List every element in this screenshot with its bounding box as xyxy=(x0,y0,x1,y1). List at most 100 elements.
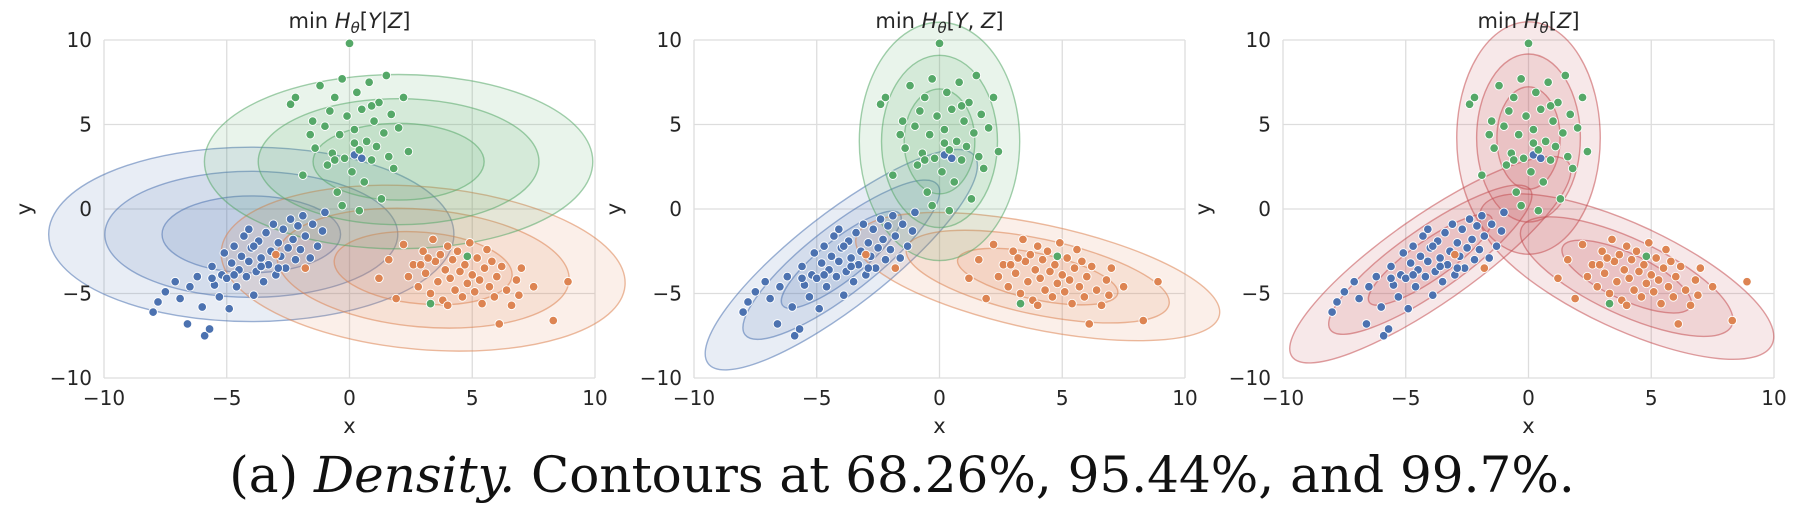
scatter-point xyxy=(425,298,436,309)
scatter-point xyxy=(912,160,923,170)
scatter-point xyxy=(900,143,910,153)
scatter-point xyxy=(1727,315,1738,326)
scatter-point xyxy=(993,146,1004,157)
scatter-point xyxy=(418,246,428,256)
scatter-point xyxy=(924,129,935,140)
scatter-point xyxy=(920,155,930,165)
x-tick-label: −5 xyxy=(802,386,831,410)
scatter-point xyxy=(1035,273,1045,284)
scatter-point xyxy=(964,273,974,284)
scatter-point xyxy=(1639,260,1649,270)
scatter-point xyxy=(789,331,800,341)
scatter-point xyxy=(1619,265,1629,275)
scatter-point xyxy=(1631,246,1642,256)
scatter-point xyxy=(1570,293,1580,304)
scatter-point xyxy=(760,276,770,287)
scatter-point xyxy=(1666,256,1676,267)
scatter-point xyxy=(1138,315,1149,326)
scatter-point xyxy=(1550,141,1561,152)
scatter-point xyxy=(920,92,930,103)
scatter-point xyxy=(1545,155,1556,165)
scatter-point xyxy=(846,253,856,263)
scatter-point xyxy=(1405,258,1416,268)
scatter-point xyxy=(1376,302,1386,312)
contour-ellipse xyxy=(1475,53,1582,223)
scatter-point xyxy=(1577,239,1588,250)
scatter-point xyxy=(160,287,171,297)
y-tick-label: 0 xyxy=(1258,197,1271,221)
y-tick-label: 10 xyxy=(657,28,682,52)
scatter-point xyxy=(1560,70,1571,81)
scatter-point xyxy=(1558,128,1568,138)
scatter-point xyxy=(927,200,937,211)
scatter-point xyxy=(1423,224,1433,235)
scatter-point xyxy=(949,177,959,187)
chart-panel: −10 −5 0 5 10 −10 −5 0 5 10 x y min Hθ[Z] xyxy=(1191,9,1787,438)
scatter-point xyxy=(290,92,301,103)
scatter-point xyxy=(1339,287,1350,297)
scatter-point xyxy=(1408,270,1418,280)
scatter-point xyxy=(1516,200,1526,211)
x-tick-label: 0 xyxy=(1522,386,1535,410)
scatter-point xyxy=(415,260,426,270)
x-tick-label: 10 xyxy=(582,386,607,410)
scatter-point xyxy=(290,254,301,265)
scatter-point xyxy=(298,170,308,180)
scatter-point xyxy=(298,211,308,221)
panel-title: min Hθ[Z] xyxy=(1477,9,1579,37)
scatter-point xyxy=(888,170,898,180)
scatter-point xyxy=(1378,331,1389,341)
scatter-point xyxy=(1015,288,1026,299)
scatter-point xyxy=(1428,290,1438,300)
scatter-point xyxy=(1420,271,1431,282)
scatter-point xyxy=(978,163,989,174)
scatter-point xyxy=(878,234,888,245)
scatter-point xyxy=(310,143,320,153)
scatter-point xyxy=(249,241,259,251)
scatter-point xyxy=(1523,38,1534,49)
scatter-point xyxy=(834,256,844,267)
scatter-point xyxy=(1693,290,1703,300)
scatter-point xyxy=(1491,241,1502,251)
scatter-point xyxy=(1005,260,1016,270)
scatter-point xyxy=(809,248,820,258)
scatter-point xyxy=(976,109,986,120)
scatter-point xyxy=(1472,221,1482,231)
scatter-point xyxy=(956,155,967,165)
scatter-point xyxy=(357,153,367,164)
scatter-point xyxy=(185,281,195,292)
scatter-point xyxy=(1499,207,1509,218)
scatter-point xyxy=(312,241,323,251)
scatter-point xyxy=(1440,227,1450,238)
scatter-point xyxy=(1393,292,1404,302)
scatter-point xyxy=(320,121,330,131)
scatter-point xyxy=(379,128,389,138)
scatter-point xyxy=(1533,145,1544,155)
x-axis-label: x xyxy=(933,414,945,438)
scatter-point xyxy=(934,38,945,49)
scatter-point xyxy=(1030,265,1040,275)
scatter-point xyxy=(192,271,203,282)
scatter-point xyxy=(1047,292,1058,302)
scatter-point xyxy=(256,261,266,272)
scatter-point xyxy=(1025,249,1036,260)
scatter-point xyxy=(1621,241,1632,251)
scatter-point xyxy=(883,221,893,231)
scatter-point xyxy=(455,266,465,277)
scatter-point xyxy=(858,219,869,229)
scatter-point xyxy=(1592,281,1602,292)
scatter-point xyxy=(944,145,955,155)
scatter-point xyxy=(890,231,901,241)
scatter-point xyxy=(1435,253,1445,263)
y-tick-label: 0 xyxy=(79,197,92,221)
scatter-point xyxy=(349,124,360,135)
scatter-point xyxy=(506,300,517,311)
scatter-point xyxy=(1496,226,1507,236)
scatter-point xyxy=(273,238,284,248)
scatter-point xyxy=(910,207,920,218)
scatter-point xyxy=(1577,92,1588,103)
scatter-point xyxy=(1069,263,1080,273)
scatter-point xyxy=(462,251,473,262)
scatter-point xyxy=(765,293,775,304)
scatter-point xyxy=(1621,300,1632,311)
